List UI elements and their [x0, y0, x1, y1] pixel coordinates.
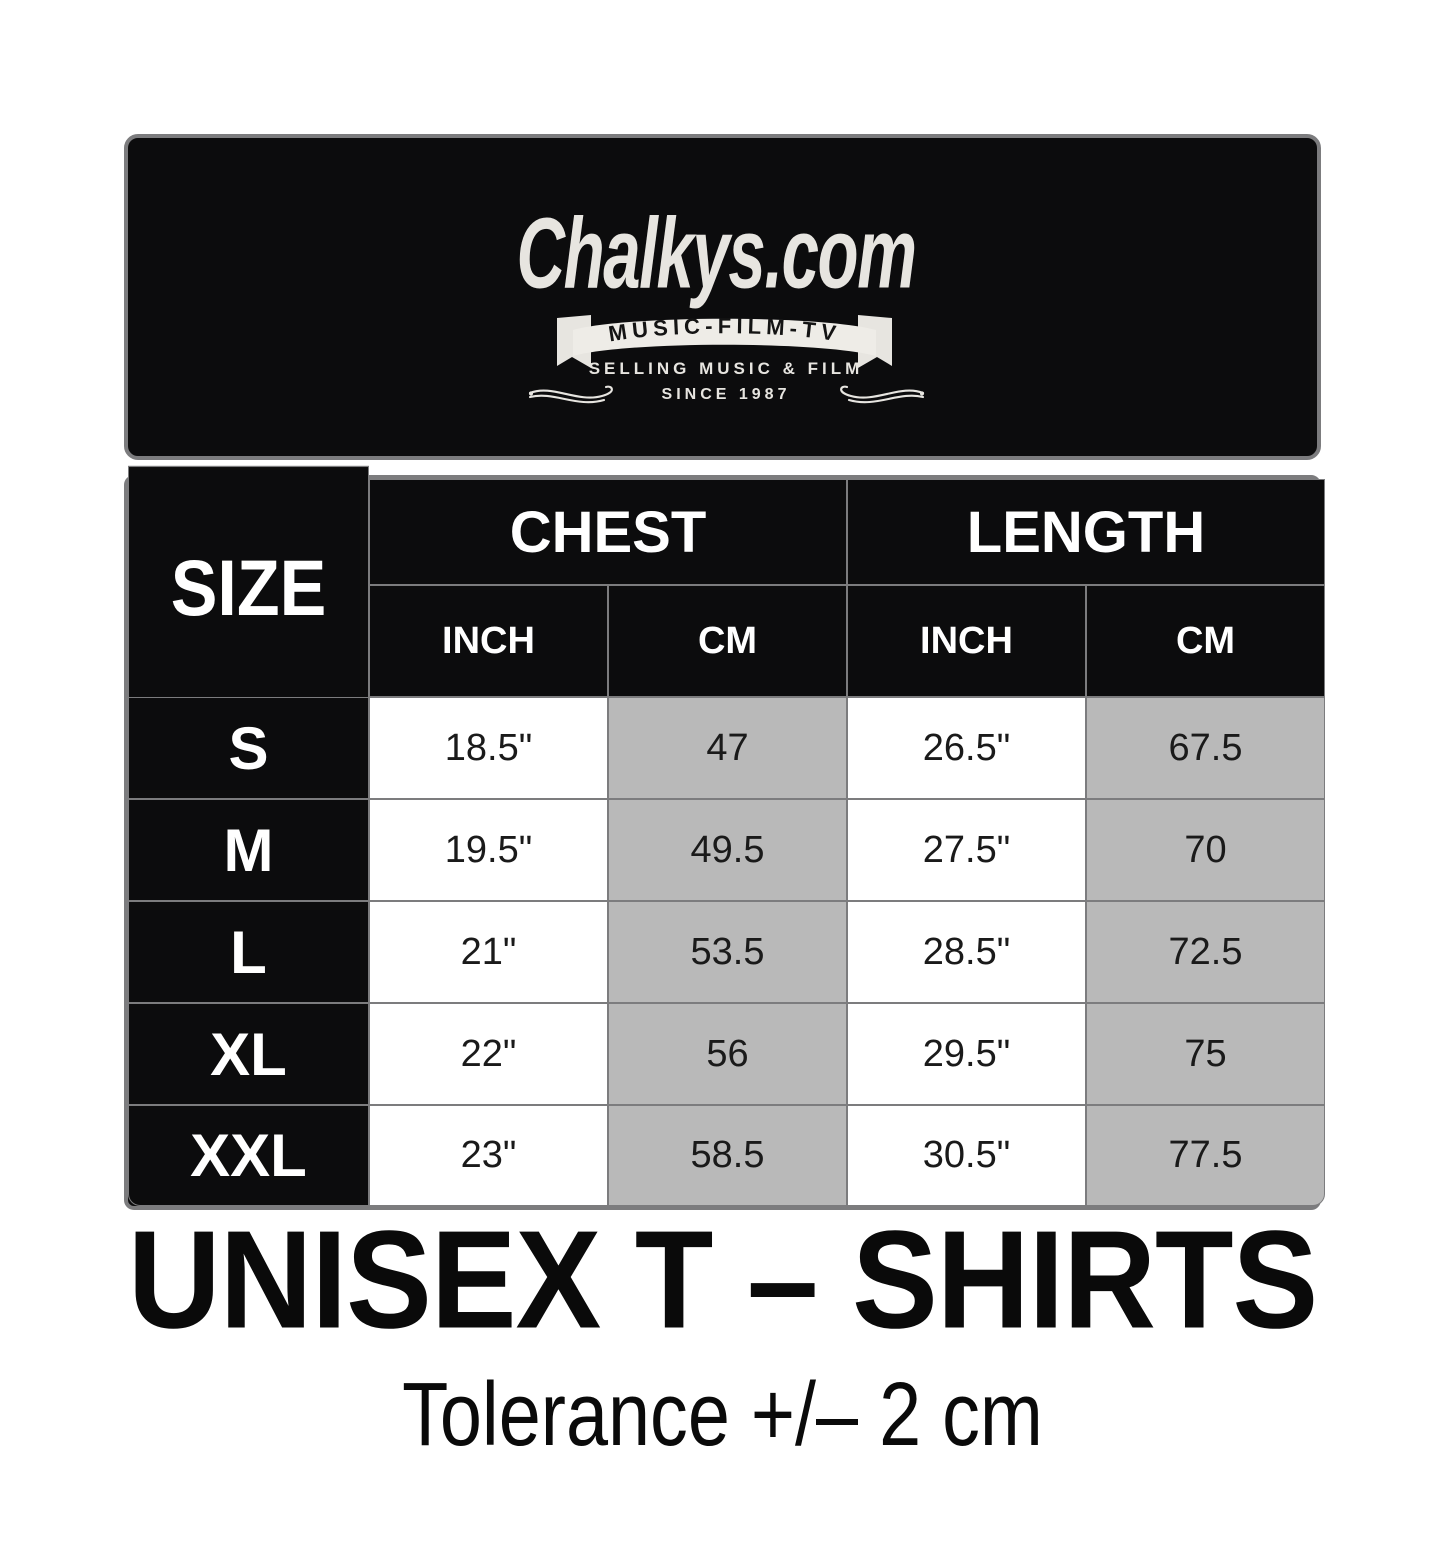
svg-text:SELLING MUSIC & FILM: SELLING MUSIC & FILM [589, 359, 864, 378]
svg-text:Chalkys.com: Chalkys.com [516, 199, 915, 310]
svg-text:SINCE 1987: SINCE 1987 [662, 386, 791, 403]
